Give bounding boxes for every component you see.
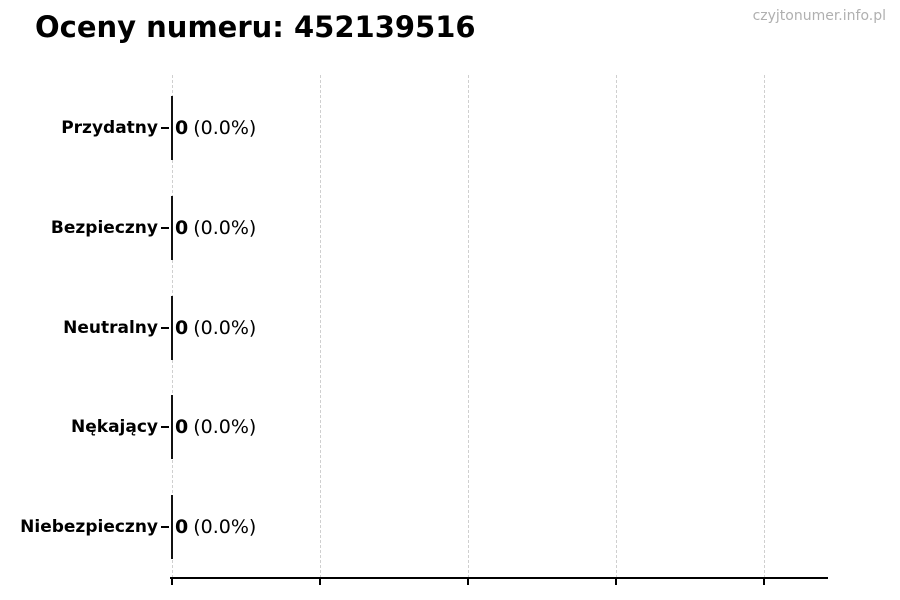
watermark: czyjtonumer.info.pl: [752, 8, 886, 24]
category-label: Bezpieczny: [50, 217, 158, 238]
y-tick: [161, 426, 169, 429]
bar: [171, 295, 173, 360]
y-tick: [161, 526, 169, 528]
category-label: Przydatny: [61, 118, 158, 138]
bar: [171, 96, 173, 160]
bar: [171, 395, 173, 460]
x-gridline: [468, 75, 469, 578]
x-gridline: [764, 75, 765, 578]
bar-value-label: 0 (0.0%): [175, 217, 256, 239]
value-percent: (0.0%): [193, 416, 257, 439]
value-count: 0: [175, 416, 189, 439]
bar-value-label: 0 (0.0%): [175, 416, 256, 438]
x-tick: [467, 579, 469, 585]
value-count: 0: [175, 216, 189, 239]
y-tick: [161, 226, 169, 229]
y-tick: [161, 127, 169, 129]
x-axis-line: [170, 577, 828, 579]
bar-value-label: 0 (0.0%): [175, 516, 256, 538]
chart-title: Oceny numeru: 452139516: [35, 10, 476, 44]
value-count: 0: [175, 117, 189, 139]
value-percent: (0.0%): [193, 117, 257, 139]
x-tick: [171, 579, 173, 585]
value-percent: (0.0%): [193, 216, 257, 239]
value-count: 0: [175, 516, 189, 538]
bar-value-label: 0 (0.0%): [175, 117, 256, 139]
value-percent: (0.0%): [193, 516, 257, 538]
value-percent: (0.0%): [193, 316, 257, 339]
category-label: Nękający: [71, 417, 158, 438]
x-gridline: [320, 75, 321, 578]
x-tick: [319, 579, 321, 585]
x-tick: [615, 579, 617, 585]
bar-value-label: 0 (0.0%): [175, 317, 256, 339]
y-tick: [161, 326, 169, 329]
category-label: Neutralny: [63, 317, 158, 338]
bar: [171, 195, 173, 260]
value-count: 0: [175, 316, 189, 339]
category-label: Niebezpieczny: [20, 517, 158, 537]
x-tick: [763, 579, 765, 585]
x-gridline: [616, 75, 617, 578]
bar: [171, 495, 173, 559]
